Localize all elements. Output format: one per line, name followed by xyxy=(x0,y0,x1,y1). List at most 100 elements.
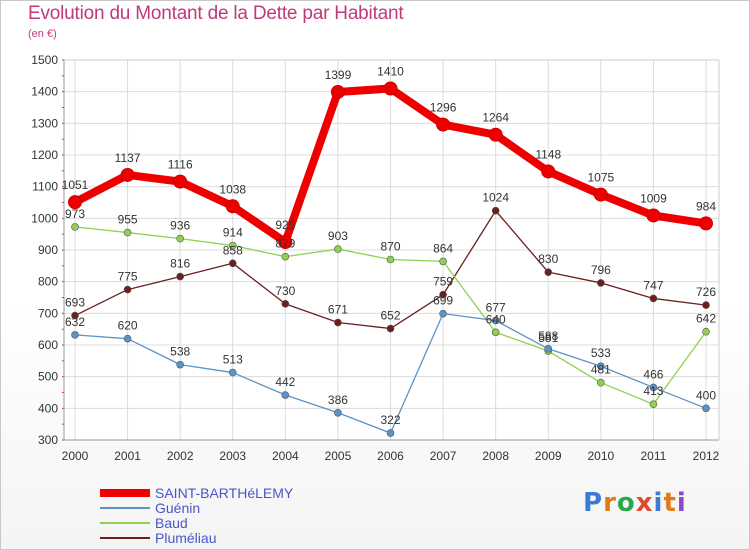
data-label: 747 xyxy=(643,278,663,292)
data-label: 442 xyxy=(275,375,295,389)
data-label: 413 xyxy=(643,384,663,398)
series-point-2 xyxy=(439,257,447,266)
series-point-2 xyxy=(123,228,132,237)
data-label: 1116 xyxy=(168,158,193,172)
series-point-3 xyxy=(71,311,79,320)
data-label: 1410 xyxy=(377,65,404,79)
series-point-1 xyxy=(649,383,658,392)
series-point-3 xyxy=(439,290,447,299)
series-point-3 xyxy=(491,206,500,215)
series-point-1 xyxy=(281,391,290,399)
series-point-0 xyxy=(593,187,608,202)
y-tick-label: 1500 xyxy=(31,53,58,67)
y-tick-label: 300 xyxy=(38,433,58,447)
series-point-0 xyxy=(120,167,135,182)
legend-label: Guénin xyxy=(155,500,200,516)
series-point-1 xyxy=(544,344,553,353)
series-point-3 xyxy=(597,279,605,287)
x-tick-label: 2011 xyxy=(641,449,667,463)
series-point-2 xyxy=(649,400,658,409)
data-label: 1148 xyxy=(535,147,561,161)
logo-letter: o xyxy=(616,488,636,518)
series-point-0 xyxy=(225,199,240,214)
data-label: 1024 xyxy=(482,191,509,205)
data-label: 775 xyxy=(118,270,138,284)
series-point-0 xyxy=(68,195,82,210)
data-label: 466 xyxy=(643,367,663,381)
chart-title: Evolution du Montant de la Dette par Hab… xyxy=(28,3,404,24)
series-point-3 xyxy=(649,294,658,303)
series-point-1 xyxy=(176,360,184,369)
data-label: 879 xyxy=(275,237,295,251)
x-tick-label: 2010 xyxy=(587,449,614,463)
data-label: 1051 xyxy=(62,178,89,192)
series-point-0 xyxy=(278,235,293,250)
y-tick-label: 400 xyxy=(38,401,58,415)
data-label: 642 xyxy=(696,312,716,326)
logo-letter: x xyxy=(635,488,654,518)
y-tick-label: 800 xyxy=(38,275,58,289)
data-label: 652 xyxy=(380,309,400,323)
series-point-1 xyxy=(439,309,447,318)
y-tick-label: 900 xyxy=(38,243,58,257)
logo-letter: i xyxy=(676,488,687,518)
data-label: 1296 xyxy=(430,101,457,115)
series-point-3 xyxy=(386,324,395,333)
y-tick-label: 1100 xyxy=(32,180,58,194)
data-label: 322 xyxy=(380,413,400,427)
data-label: 588 xyxy=(538,329,558,343)
data-label: 936 xyxy=(170,219,190,233)
series-point-0 xyxy=(646,208,661,223)
data-label: 632 xyxy=(65,315,85,329)
logo-letter: P xyxy=(583,488,604,518)
series-point-3 xyxy=(123,285,132,294)
data-label: 693 xyxy=(65,296,85,310)
data-label: 955 xyxy=(118,213,138,227)
x-tick-label: 2004 xyxy=(272,449,299,463)
series-point-2 xyxy=(597,378,605,387)
logo-letter: r xyxy=(603,488,617,518)
y-tick-label: 1200 xyxy=(31,148,58,162)
data-label: 830 xyxy=(538,252,558,266)
y-tick-label: 600 xyxy=(38,338,58,352)
series-point-2 xyxy=(386,255,395,264)
series-point-0 xyxy=(436,117,451,132)
data-label: 513 xyxy=(223,353,243,367)
data-label: 914 xyxy=(223,226,243,240)
series-point-0 xyxy=(383,81,398,96)
data-label: 726 xyxy=(696,285,716,299)
series-point-0 xyxy=(541,164,556,179)
series-point-2 xyxy=(491,328,500,337)
data-label: 699 xyxy=(433,294,453,308)
data-label: 1264 xyxy=(482,111,509,125)
data-label: 1075 xyxy=(587,171,614,185)
data-label: 581 xyxy=(538,331,558,345)
x-tick-label: 2006 xyxy=(377,449,404,463)
series-point-3 xyxy=(176,272,184,281)
series-point-0 xyxy=(488,127,503,142)
series-point-2 xyxy=(71,223,79,231)
data-label: 533 xyxy=(591,346,611,360)
series-point-1 xyxy=(491,316,500,325)
x-tick-label: 2008 xyxy=(482,449,509,463)
x-tick-label: 2000 xyxy=(62,449,89,463)
data-label: 730 xyxy=(275,284,295,298)
series-point-2 xyxy=(281,252,290,261)
x-tick-label: 2002 xyxy=(167,449,194,463)
series-point-2 xyxy=(176,234,184,243)
data-label: 1009 xyxy=(640,191,667,205)
data-label: 984 xyxy=(696,199,716,213)
data-label: 400 xyxy=(696,388,716,402)
data-label: 481 xyxy=(591,363,611,377)
data-label: 1137 xyxy=(115,151,141,165)
series-point-2 xyxy=(228,241,237,250)
series-point-1 xyxy=(334,408,342,417)
x-tick-label: 2003 xyxy=(219,449,246,463)
data-label: 677 xyxy=(486,301,506,315)
x-tick-label: 2007 xyxy=(430,449,457,463)
data-label: 870 xyxy=(380,240,400,254)
data-label: 538 xyxy=(170,345,190,359)
series-point-1 xyxy=(386,429,395,437)
data-label: 1038 xyxy=(219,182,246,196)
